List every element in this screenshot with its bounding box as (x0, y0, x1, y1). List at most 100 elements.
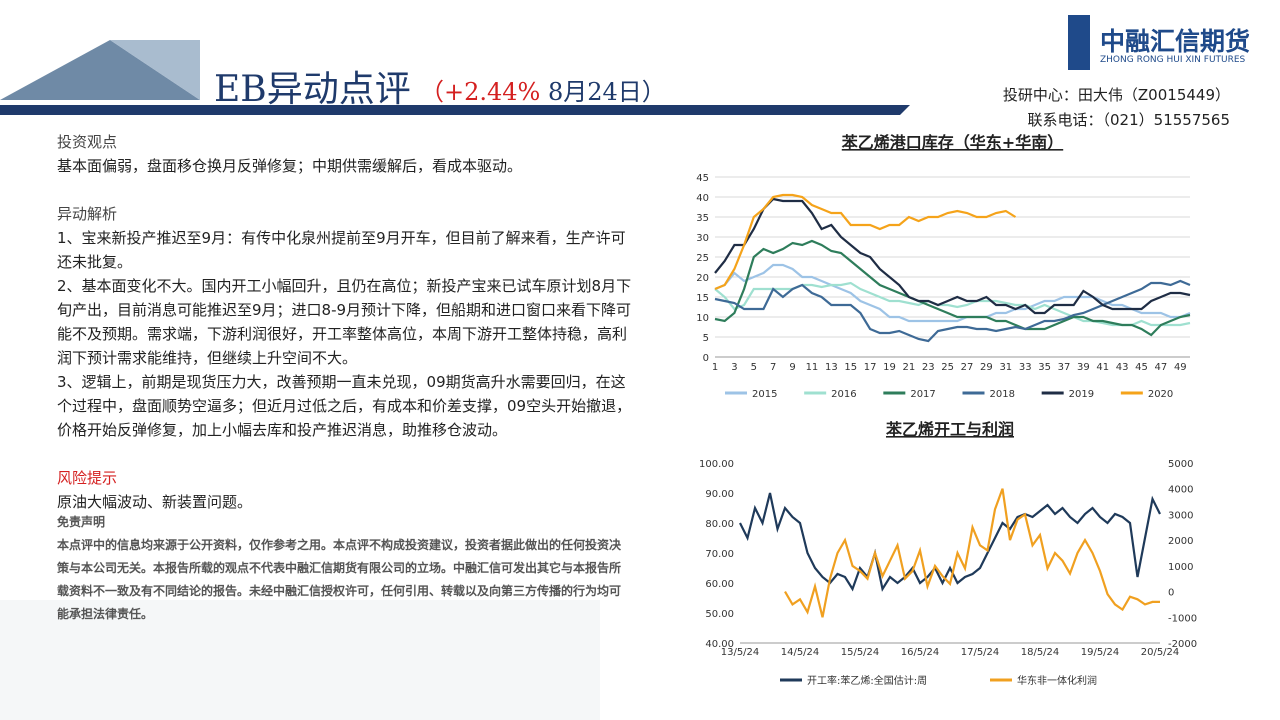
series-line (714, 193, 1017, 291)
change: （+2.44% (420, 78, 541, 106)
legend-label: 2015 (752, 389, 777, 400)
date: 8月24日） (540, 78, 666, 106)
y2-tick-label: 4000 (1168, 485, 1193, 496)
legend-label: 华东非一体化利润 (1017, 674, 1097, 687)
series-line (714, 279, 1191, 343)
series-line (739, 492, 1161, 592)
y-tick-label: 35 (696, 213, 709, 224)
x-tick-label: 25 (941, 362, 954, 373)
analyst: 投研中心：田大伟（Z0015449） (1002, 86, 1230, 104)
legend-label: 2019 (1069, 389, 1094, 400)
section-title: 异动解析 (57, 205, 118, 223)
logo: 中融汇信期货 (1100, 27, 1251, 56)
x-tick-label: 13 (825, 362, 838, 373)
y-tick-label: 0 (703, 353, 709, 364)
y-tick-label: 10 (696, 313, 709, 324)
x-tick-label: 39 (1077, 362, 1090, 373)
x-tick-label: 41 (1096, 362, 1109, 373)
legend-label: 开工率:苯乙烯:全国估计:周 (807, 674, 927, 687)
logo-mark (1068, 15, 1090, 70)
x-tick-label: 16/5/24 (901, 647, 940, 658)
chart-title: 苯乙烯港口库存（华东+华南） (841, 133, 1063, 152)
paragraph: 基本面偏弱，盘面移仓换月反弹修复；中期供需缓解后，看成本驱动。 (57, 157, 523, 175)
x-tick-label: 13/5/24 (721, 647, 760, 658)
paragraph: 3、逻辑上，前期是现货压力大，改善预期一直未兑现，09期货高升水需要回归，在这个… (57, 373, 632, 439)
y-tick-label: 90.00 (705, 489, 734, 500)
x-tick-label: 17 (864, 362, 877, 373)
series-line (714, 197, 1191, 315)
series-line (714, 263, 1191, 323)
x-tick-label: 49 (1174, 362, 1187, 373)
header-bar (0, 105, 910, 115)
y-tick-label: 80.00 (705, 519, 734, 530)
title: EB异动点评 (214, 69, 411, 110)
x-tick-label: 11 (806, 362, 819, 373)
x-tick-label: 9 (789, 362, 795, 373)
chart-title: 苯乙烯开工与利润 (885, 420, 1014, 439)
decor-triangle (0, 40, 200, 100)
y2-tick-label: 3000 (1168, 510, 1193, 521)
y-tick-label: 40 (696, 193, 709, 204)
y-tick-label: 45 (696, 173, 709, 184)
paragraph: 2、基本面变化不大。国内开工小幅回升，且仍在高位；新投产宝来已试车原计划8月下旬… (57, 277, 632, 367)
paragraph: 1、宝来新投产推迟至9月：有传中化泉州提前至9月开车，但目前了解来看，生产许可还… (57, 229, 626, 271)
disclaimer: 本点评中的信息均来源于公开资料，仅作参考之用。本点评不构成投资建议，投资者据此做… (57, 538, 622, 621)
y-tick-label: 60.00 (705, 579, 734, 590)
decor-triangle (110, 40, 200, 100)
x-tick-label: 37 (1058, 362, 1071, 373)
x-tick-label: 27 (961, 362, 974, 373)
body: 投资观点 基本面偏弱，盘面移仓换月反弹修复；中期供需缓解后，看成本驱动。 异动解… (57, 130, 632, 626)
y-tick-label: 70.00 (705, 549, 734, 560)
skyline (0, 600, 600, 720)
y-tick-label: 50.00 (705, 609, 734, 620)
y2-tick-label: 0 (1168, 588, 1174, 599)
section-title: 投资观点 (57, 133, 118, 151)
title-extra: （+2.44% 8月24日） (420, 72, 666, 107)
y2-tick-label: 5000 (1168, 459, 1193, 470)
x-tick-label: 35 (1038, 362, 1051, 373)
y-tick-label: 100.00 (699, 459, 734, 470)
y2-tick-label: 2000 (1168, 536, 1193, 547)
x-tick-label: 21 (903, 362, 916, 373)
x-tick-label: 5 (751, 362, 757, 373)
y-tick-label: 40.00 (705, 639, 734, 650)
x-tick-label: 1 (712, 362, 718, 373)
x-tick-label: 31 (999, 362, 1012, 373)
x-tick-label: 14/5/24 (781, 647, 820, 658)
x-tick-label: 19 (883, 362, 896, 373)
y-tick-label: 5 (703, 333, 709, 344)
y-tick-label: 20 (696, 273, 709, 284)
y2-tick-label: -2000 (1168, 639, 1197, 650)
x-tick-label: 19/5/24 (1081, 647, 1120, 658)
x-tick-label: 15/5/24 (841, 647, 880, 658)
x-tick-label: 20/5/24 (1141, 647, 1180, 658)
y2-tick-label: -1000 (1168, 613, 1197, 624)
y-tick-label: 30 (696, 233, 709, 244)
x-tick-label: 43 (1116, 362, 1129, 373)
x-tick-label: 15 (844, 362, 857, 373)
section-title: 风险提示 (57, 469, 118, 487)
x-tick-label: 7 (770, 362, 776, 373)
legend-label: 2017 (910, 389, 935, 400)
x-tick-label: 47 (1155, 362, 1168, 373)
x-tick-label: 29 (980, 362, 993, 373)
x-tick-label: 17/5/24 (961, 647, 1000, 658)
legend-label: 2016 (831, 389, 856, 400)
y-tick-label: 15 (696, 293, 709, 304)
legend-label: 2020 (1148, 389, 1173, 400)
legend-label: 2018 (990, 389, 1015, 400)
series-line (714, 239, 1191, 337)
x-tick-label: 23 (922, 362, 935, 373)
y2-tick-label: 1000 (1168, 562, 1193, 573)
section-title: 免责声明 (57, 515, 106, 529)
x-tick-label: 18/5/24 (1021, 647, 1060, 658)
x-tick-label: 33 (1019, 362, 1032, 373)
x-tick-label: 45 (1135, 362, 1148, 373)
x-tick-label: 3 (731, 362, 737, 373)
y-tick-label: 25 (696, 253, 709, 264)
series-line (784, 488, 1160, 618)
logo-en: ZHONG RONG HUI XIN FUTURES (1100, 55, 1246, 65)
